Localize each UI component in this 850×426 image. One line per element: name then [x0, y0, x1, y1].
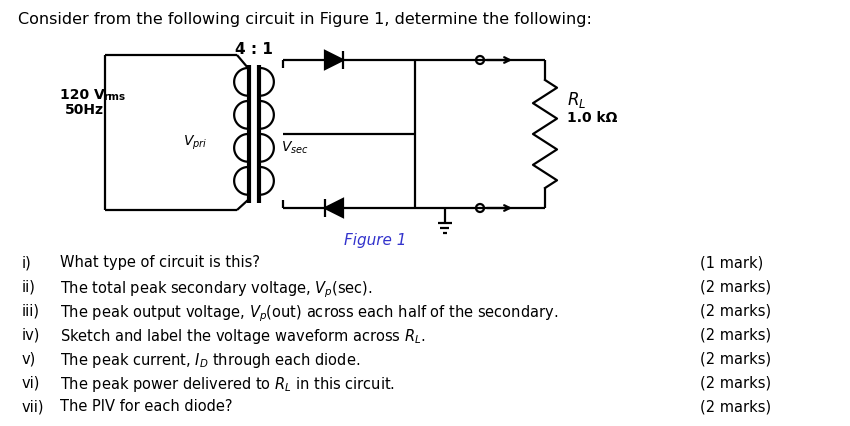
Text: (2 marks): (2 marks) — [700, 399, 771, 414]
Text: What type of circuit is this?: What type of circuit is this? — [60, 255, 260, 270]
Text: 4 : 1: 4 : 1 — [235, 43, 273, 58]
Text: (2 marks): (2 marks) — [700, 351, 771, 366]
Text: v): v) — [22, 351, 37, 366]
Text: Figure 1: Figure 1 — [343, 233, 406, 248]
Text: (2 marks): (2 marks) — [700, 303, 771, 318]
Text: vi): vi) — [22, 375, 41, 390]
Text: (2 marks): (2 marks) — [700, 375, 771, 390]
Text: iii): iii) — [22, 303, 40, 318]
Text: 120 V: 120 V — [60, 88, 105, 102]
Text: vii): vii) — [22, 399, 44, 414]
Text: 1.0 kΩ: 1.0 kΩ — [567, 111, 617, 125]
Text: The peak output voltage, $V_p$(out) across each half of the secondary.: The peak output voltage, $V_p$(out) acro… — [60, 303, 558, 324]
Text: (1 mark): (1 mark) — [700, 255, 763, 270]
Text: 50Hz: 50Hz — [65, 103, 104, 117]
Text: The PIV for each diode?: The PIV for each diode? — [60, 399, 233, 414]
Text: $V_{pri}$: $V_{pri}$ — [183, 134, 207, 152]
Polygon shape — [325, 199, 343, 217]
Text: $R_L$: $R_L$ — [567, 90, 586, 110]
Text: ii): ii) — [22, 279, 36, 294]
Text: $V_{sec}$: $V_{sec}$ — [281, 140, 309, 156]
Text: The peak power delivered to $R_L$ in this circuit.: The peak power delivered to $R_L$ in thi… — [60, 375, 395, 394]
Text: (2 marks): (2 marks) — [700, 279, 771, 294]
Text: Consider from the following circuit in Figure 1, determine the following:: Consider from the following circuit in F… — [18, 12, 592, 27]
Text: iv): iv) — [22, 327, 41, 342]
Polygon shape — [325, 51, 343, 69]
Text: Sketch and label the voltage waveform across $R_L$.: Sketch and label the voltage waveform ac… — [60, 327, 426, 346]
Text: The peak current, $I_D$ through each diode.: The peak current, $I_D$ through each dio… — [60, 351, 360, 370]
Text: (2 marks): (2 marks) — [700, 327, 771, 342]
Text: i): i) — [22, 255, 31, 270]
Text: The total peak secondary voltage, $V_p$(sec).: The total peak secondary voltage, $V_p$(… — [60, 279, 373, 299]
Text: rms: rms — [103, 92, 125, 102]
